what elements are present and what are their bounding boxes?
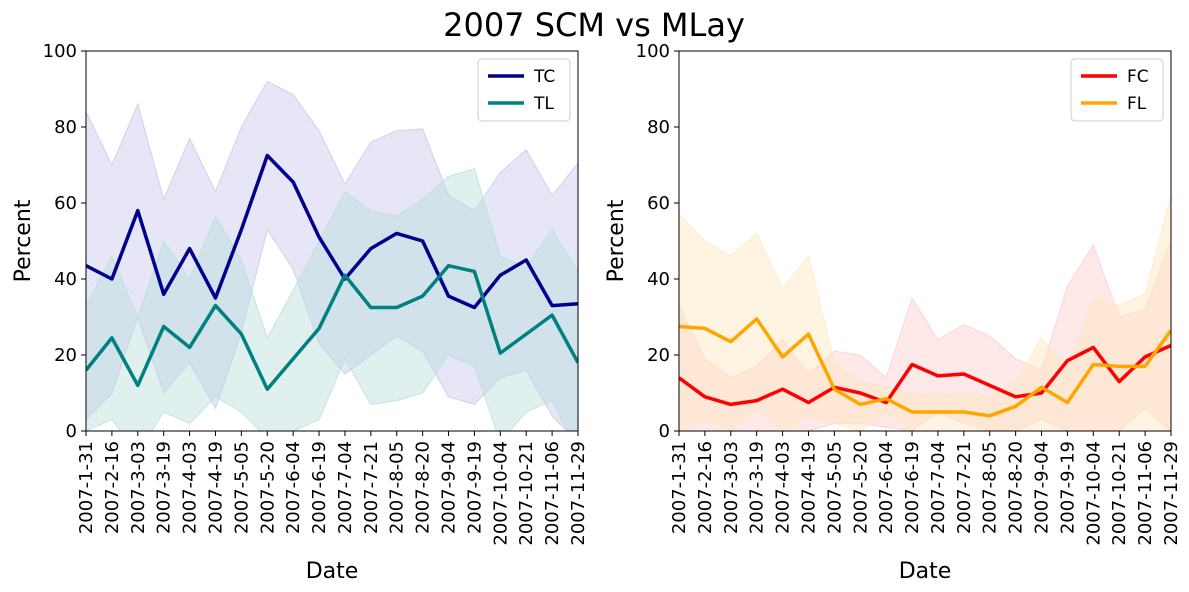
x-tick-label: 2007-1-31 — [669, 441, 690, 534]
x-tick-label: 2007-6-19 — [902, 441, 923, 534]
figure-title: 2007 SCM vs MLay — [443, 6, 745, 44]
x-tick-label: 2007-7-21 — [361, 441, 382, 534]
x-tick-label: 2007-6-04 — [876, 441, 897, 534]
x-tick-label: 2007-5-05 — [231, 441, 252, 534]
y-tick-label: 20 — [647, 345, 670, 366]
y-tick-label: 0 — [66, 421, 77, 442]
x-tick-label: 2007-7-04 — [335, 441, 356, 534]
x-axis-label: Date — [306, 559, 359, 584]
x-tick-label: 2007-5-05 — [824, 441, 845, 534]
x-tick-label: 2007-3-19 — [747, 441, 768, 534]
legend-box — [477, 58, 571, 122]
x-tick-label: 2007-9-19 — [464, 441, 485, 534]
y-tick-label: 100 — [43, 41, 77, 62]
x-tick-label: 2007-5-20 — [257, 441, 278, 534]
y-tick-label: 0 — [659, 421, 670, 442]
x-tick-label: 2007-6-04 — [283, 441, 304, 534]
y-tick-label: 80 — [54, 117, 77, 138]
x-tick-label: 2007-2-16 — [102, 441, 123, 534]
y-axis-label: Percent — [604, 199, 629, 282]
y-tick-label: 60 — [54, 193, 77, 214]
x-tick-label: 2007-9-04 — [439, 441, 460, 534]
series-line-fc — [679, 343, 1171, 407]
plot-area — [679, 195, 1171, 431]
x-tick-label: 2007-4-03 — [180, 441, 201, 534]
legend-label-tc: TC — [533, 67, 555, 87]
y-tick-label: 40 — [647, 269, 670, 290]
x-tick-label: 2007-4-19 — [205, 441, 226, 534]
x-tick-label: 2007-1-31 — [76, 441, 97, 534]
series-line-fl — [679, 317, 1171, 418]
plot-area — [86, 80, 578, 431]
x-tick-label: 2007-3-03 — [721, 441, 742, 534]
x-tick-label: 2007-10-21 — [1109, 441, 1130, 546]
x-tick-label: 2007-6-19 — [309, 441, 330, 534]
band-fl — [679, 195, 1171, 431]
legend-label-fc: FC — [1127, 67, 1149, 87]
y-axis-label: Percent — [11, 199, 36, 282]
x-tick-label: 2007-7-21 — [954, 441, 975, 534]
axes-frame — [85, 50, 579, 432]
x-tick-label: 2007-10-04 — [490, 441, 511, 546]
x-tick-label: 2007-9-04 — [1032, 441, 1053, 534]
legend-label-fl: FL — [1127, 94, 1147, 114]
legend-label-tl: TL — [533, 94, 554, 114]
series-line-tc — [86, 153, 578, 310]
x-tick-label: 2007-7-04 — [928, 441, 949, 534]
x-tick-label: 2007-10-04 — [1083, 441, 1104, 546]
x-tick-label: 2007-11-06 — [542, 441, 563, 546]
x-tick-label: 2007-5-20 — [850, 441, 871, 534]
x-tick-label: 2007-3-03 — [128, 441, 149, 534]
y-tick-label: 100 — [636, 41, 670, 62]
x-tick-label: 2007-2-16 — [695, 441, 716, 534]
y-tick-label: 20 — [54, 345, 77, 366]
x-tick-label: 2007-9-19 — [1057, 441, 1078, 534]
series-line-tl — [86, 263, 578, 391]
x-tick-label: 2007-8-20 — [1006, 441, 1027, 534]
y-tick-label: 80 — [647, 117, 670, 138]
x-tick-label: 2007-11-06 — [1135, 441, 1156, 546]
x-tick-label: 2007-4-19 — [798, 441, 819, 534]
x-tick-label: 2007-10-21 — [516, 441, 537, 546]
x-tick-label: 2007-8-05 — [387, 441, 408, 534]
y-tick-label: 40 — [54, 269, 77, 290]
x-axis-label: Date — [899, 559, 952, 584]
y-tick-label: 60 — [647, 193, 670, 214]
x-tick-label: 2007-4-03 — [773, 441, 794, 534]
x-tick-label: 2007-8-05 — [980, 441, 1001, 534]
axes-frame — [678, 50, 1172, 432]
x-tick-label: 2007-11-29 — [1161, 441, 1182, 546]
x-tick-label: 2007-3-19 — [154, 441, 175, 534]
x-tick-label: 2007-8-20 — [413, 441, 434, 534]
legend-box — [1070, 58, 1164, 122]
x-tick-label: 2007-11-29 — [568, 441, 589, 546]
